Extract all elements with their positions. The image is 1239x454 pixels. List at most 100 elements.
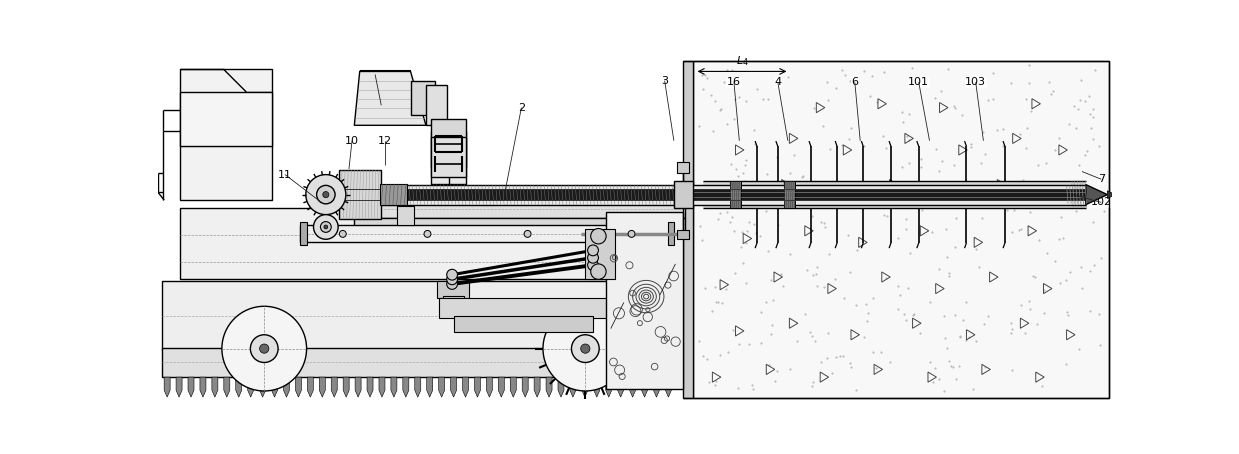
Bar <box>439 298 616 318</box>
Bar <box>354 187 685 201</box>
Circle shape <box>222 306 306 391</box>
Polygon shape <box>271 377 278 397</box>
Circle shape <box>250 335 278 362</box>
Polygon shape <box>284 377 290 397</box>
Polygon shape <box>320 377 326 397</box>
Circle shape <box>587 252 598 263</box>
Circle shape <box>313 215 338 239</box>
Text: 3: 3 <box>662 76 668 86</box>
Polygon shape <box>606 377 612 397</box>
Text: 6: 6 <box>851 77 859 87</box>
Polygon shape <box>534 377 540 397</box>
Circle shape <box>571 335 600 362</box>
Text: 4: 4 <box>774 77 782 87</box>
Bar <box>180 208 680 279</box>
Bar <box>693 61 1109 398</box>
Polygon shape <box>618 377 623 397</box>
Circle shape <box>306 175 346 215</box>
Polygon shape <box>522 377 528 397</box>
Bar <box>300 222 306 246</box>
Polygon shape <box>212 377 218 397</box>
Polygon shape <box>451 377 457 397</box>
Polygon shape <box>403 377 409 397</box>
Polygon shape <box>295 377 301 397</box>
Circle shape <box>424 231 431 237</box>
Polygon shape <box>439 377 445 397</box>
Polygon shape <box>379 377 385 397</box>
Polygon shape <box>188 377 195 397</box>
Text: 16: 16 <box>727 77 741 87</box>
Text: $L_4$: $L_4$ <box>736 54 748 68</box>
Text: 12: 12 <box>378 136 393 146</box>
Bar <box>431 119 466 167</box>
Bar <box>431 137 466 177</box>
Circle shape <box>581 344 590 353</box>
Bar <box>354 218 685 232</box>
Polygon shape <box>390 377 396 397</box>
Polygon shape <box>665 377 672 397</box>
Circle shape <box>447 279 457 289</box>
Bar <box>676 230 689 239</box>
Circle shape <box>543 306 628 391</box>
Circle shape <box>591 228 606 244</box>
Bar <box>674 181 693 208</box>
Polygon shape <box>498 377 504 397</box>
Bar <box>396 206 414 226</box>
Bar <box>410 81 435 115</box>
Text: 8: 8 <box>372 69 379 79</box>
Bar <box>162 281 679 350</box>
Text: 101: 101 <box>908 77 929 87</box>
Polygon shape <box>415 377 421 397</box>
Text: 11: 11 <box>278 170 292 180</box>
Circle shape <box>524 231 532 237</box>
Bar <box>354 201 685 218</box>
Polygon shape <box>653 377 659 397</box>
Circle shape <box>447 269 457 280</box>
Polygon shape <box>235 377 242 397</box>
Circle shape <box>587 260 598 271</box>
Text: 102: 102 <box>1090 197 1111 207</box>
Text: 103: 103 <box>965 77 986 87</box>
Bar <box>339 170 382 219</box>
Circle shape <box>591 264 606 279</box>
Text: 15: 15 <box>653 290 667 300</box>
Polygon shape <box>260 377 265 397</box>
Text: 10: 10 <box>344 136 359 146</box>
Polygon shape <box>1108 191 1115 198</box>
Polygon shape <box>176 377 182 397</box>
Bar <box>442 296 465 310</box>
Polygon shape <box>462 377 468 397</box>
Circle shape <box>339 231 346 237</box>
Polygon shape <box>307 377 313 397</box>
Polygon shape <box>629 377 636 397</box>
Bar <box>326 185 1085 205</box>
Bar <box>730 181 741 208</box>
Polygon shape <box>354 71 426 125</box>
Bar <box>180 69 271 200</box>
Polygon shape <box>224 377 229 397</box>
Bar <box>668 222 674 246</box>
Polygon shape <box>593 377 600 397</box>
Polygon shape <box>510 377 517 397</box>
Text: 1: 1 <box>607 324 615 334</box>
Bar <box>300 226 674 242</box>
Polygon shape <box>570 377 576 397</box>
Bar <box>162 348 679 377</box>
Polygon shape <box>164 377 170 397</box>
Circle shape <box>323 225 328 229</box>
Bar <box>585 229 615 279</box>
Polygon shape <box>356 377 361 397</box>
Bar <box>455 316 593 332</box>
Bar <box>784 181 794 208</box>
Polygon shape <box>475 377 481 397</box>
Polygon shape <box>582 377 587 397</box>
Polygon shape <box>248 377 254 397</box>
Polygon shape <box>343 377 349 397</box>
Polygon shape <box>558 377 564 397</box>
Bar <box>436 281 470 298</box>
Circle shape <box>322 192 328 197</box>
Circle shape <box>321 222 331 232</box>
Bar <box>431 132 466 184</box>
Circle shape <box>447 274 457 285</box>
Text: 2: 2 <box>518 103 525 113</box>
